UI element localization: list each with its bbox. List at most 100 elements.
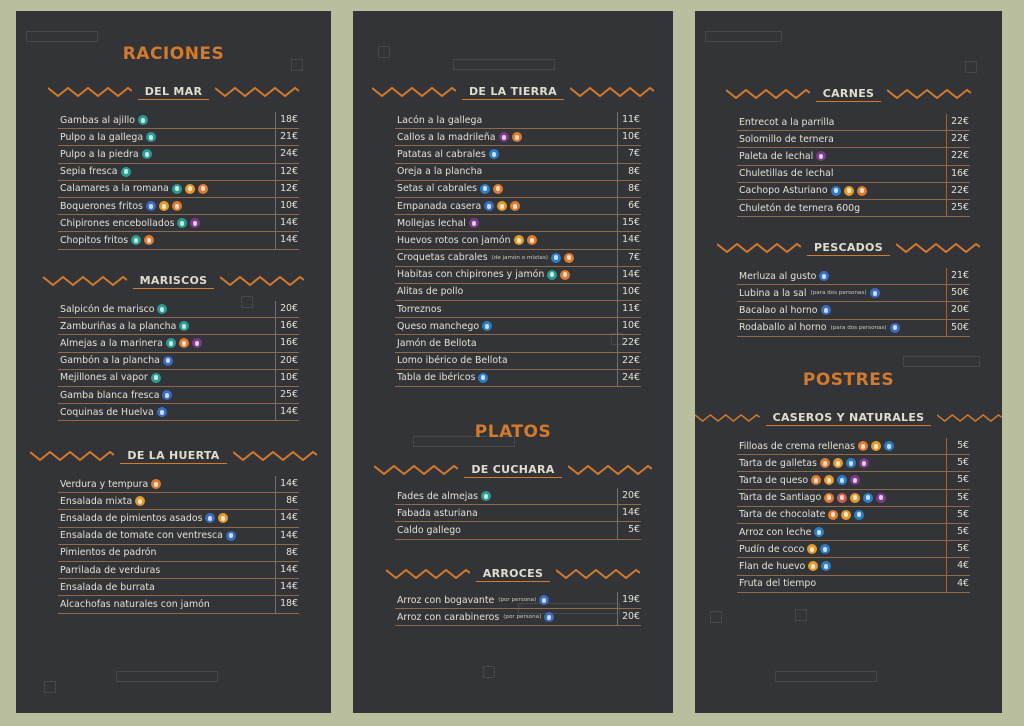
allergen-fish-icon (547, 269, 558, 280)
menu-item-name-cell: Tarta de chocolate (737, 509, 946, 520)
allergen-egg-icon (870, 441, 881, 452)
menu-item: Pudín de coco 5€ (737, 541, 970, 559)
allergen-gluten-icon (828, 509, 839, 520)
menu-item-price: 16€ (946, 165, 970, 182)
menu-item-price: 15€ (617, 215, 641, 232)
menu-item: Patatas al cabrales 7€ (395, 146, 641, 164)
menu-item: Ensalada de burrata 14€ (58, 579, 299, 597)
menu-item-name: Patatas al cabrales (397, 148, 486, 160)
section-header: PESCADOS (695, 239, 1002, 257)
menu-item-name: Torreznos (397, 303, 442, 315)
menu-item: Entrecot a la parrilla 22€ (737, 114, 970, 132)
menu-item-name: Habitas con chipirones y jamón (397, 269, 545, 281)
menu-item-name: Alcachofas naturales con jamón (60, 598, 210, 610)
allergen-gluten-icon (178, 338, 189, 349)
menu-item-name-cell: Pudín de coco (737, 544, 946, 555)
menu-item: Verdura y tempura 14€ (58, 476, 299, 494)
allergen-mollusc-icon (876, 492, 887, 503)
section-header: DE LA TIERRA (353, 83, 673, 101)
allergen-gluten-icon (510, 201, 521, 212)
menu-list: Salpicón de marisco 20€ Zamburiñas a la pl… (58, 301, 299, 422)
allergen-milk-icon (854, 509, 865, 520)
allergen-gluten-icon (857, 441, 868, 452)
menu-item: Chipirones encebollados 14€ (58, 215, 299, 233)
allergen-milk-icon (488, 149, 499, 160)
menu-item-price: 8€ (275, 493, 299, 510)
menu-item: Pulpo a la piedra 24€ (58, 146, 299, 164)
menu-item-price: 8€ (275, 544, 299, 561)
section-title: DE CUCHARA (464, 463, 562, 478)
allergen-fish-icon (120, 166, 131, 177)
menu-item-name: Fades de almejas (397, 490, 479, 502)
menu-item-name-cell: Calamares a la romana (58, 183, 275, 194)
menu-item: Croquetas cabrales (de jamón o mixtas) 7€ (395, 249, 641, 267)
menu-item-name: Flan de huevo (739, 560, 806, 572)
zigzag-ornament (717, 242, 802, 254)
section-title: DEL MAR (137, 85, 210, 100)
menu-item-price: 20€ (275, 352, 299, 369)
menu-item-name-cell: Pimientos de padrón (58, 547, 275, 558)
menu-item-price: 11€ (617, 112, 641, 129)
menu-list: Filloas de crema rellenas 5€ Tarta de gall… (737, 438, 970, 593)
allergen-shellfish-icon (869, 288, 880, 299)
menu-item-price: 5€ (617, 522, 641, 539)
menu-item: Torreznos 11€ (395, 301, 641, 319)
menu-item-note: (por persona) (498, 597, 537, 604)
zigzag-ornament (887, 88, 972, 100)
allergen-gluten-icon (563, 252, 574, 263)
allergen-fish-icon (177, 218, 188, 229)
menu-item-price: 22€ (617, 335, 641, 352)
menu-item-name-cell: Mejillones al vapor (58, 372, 275, 383)
menu-item: Arroz con carabineros (por persona) 20€ (395, 609, 641, 627)
menu-item-price: 20€ (617, 609, 641, 626)
menu-list: Fades de almejas 20€ Fabada asturiana 14€ Ca… (395, 488, 641, 540)
menu-item-name: Lomo ibérico de Bellota (397, 355, 508, 367)
menu-item-name: Rodaballo al horno (739, 322, 827, 334)
allergen-gluten-icon (560, 269, 571, 280)
menu-item-name-cell: Alitas de pollo (395, 286, 617, 297)
menu-item-price: 21€ (275, 129, 299, 146)
menu-item-name-cell: Gambón a la plancha (58, 355, 275, 366)
menu-item: Arroz con leche 5€ (737, 523, 970, 542)
allergen-egg-icon (824, 475, 835, 486)
allergen-egg-icon (850, 492, 861, 503)
decor-box (26, 31, 98, 42)
menu-item-name: Croquetas cabrales (397, 252, 488, 264)
menu-item-name-cell: Almejas a la marinera (58, 338, 275, 349)
menu-item-name-cell: Chopitos fritos (58, 235, 275, 246)
allergen-fish-icon (137, 115, 148, 126)
menu-item-name: Tarta de Santiago (739, 492, 822, 504)
menu-item-name-cell: Chuletón de ternera 600g (737, 203, 946, 214)
menu-item-price: 22€ (946, 148, 970, 165)
menu-item-name: Filloas de crema rellenas (739, 440, 855, 452)
menu-item: Alcachofas naturales con jamón 18€ (58, 596, 299, 614)
allergen-milk-icon (478, 372, 489, 383)
menu-item-name-cell: Oreja a la plancha (395, 166, 617, 177)
menu-item-name-cell: Jamón de Bellota (395, 338, 617, 349)
menu-item-name: Paleta de lechal (739, 150, 814, 162)
allergen-gluten-icon (151, 479, 162, 490)
allergen-egg-icon (497, 201, 508, 212)
menu-item: Gamba blanca fresca 25€ (58, 386, 299, 405)
menu-item: Solomillo de ternera 22€ (737, 131, 970, 149)
zigzag-ornament (372, 86, 456, 98)
allergen-fish-icon (150, 372, 161, 383)
menu-item-name-cell: Mollejas lechal (395, 218, 617, 229)
menu-item-price: 7€ (617, 249, 641, 266)
menu-item-price: 8€ (617, 180, 641, 197)
menu-item-name: Tarta de galletas (739, 457, 817, 469)
menu-item: Alitas de pollo 10€ (395, 283, 641, 302)
menu-item-price: 11€ (617, 301, 641, 318)
menu-item-name-cell: Merluza al gusto (737, 271, 946, 282)
decor-box (965, 61, 977, 73)
menu-item: Calamares a la romana 12€ (58, 180, 299, 198)
menu-item: Paleta de lechal 22€ (737, 148, 970, 166)
section-header: DEL MAR (16, 83, 331, 101)
menu-item: Zamburiñas a la plancha 16€ (58, 318, 299, 336)
menu-item: Salpicón de marisco 20€ (58, 301, 299, 319)
menu-item-price: 5€ (946, 506, 970, 523)
allergen-fish-icon (179, 321, 190, 332)
allergen-gluten-icon (493, 183, 504, 194)
menu-item-price: 5€ (946, 472, 970, 489)
menu-item-name: Pulpo a la piedra (60, 148, 139, 160)
